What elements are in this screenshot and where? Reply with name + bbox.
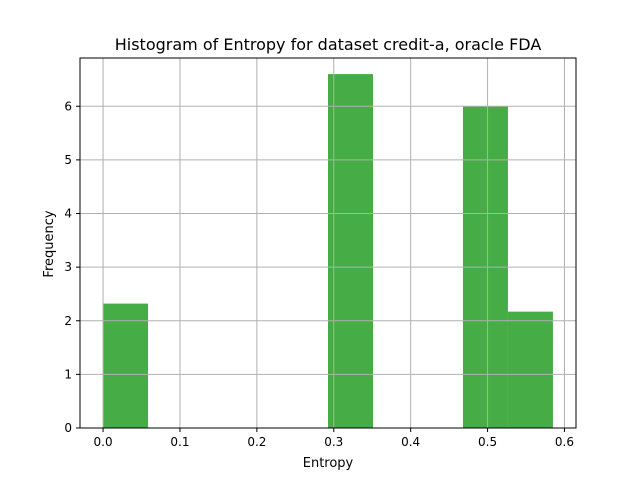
x-tick-label: 0.4	[401, 435, 420, 449]
y-axis-label: Frequency	[42, 210, 57, 277]
y-tick-label: 5	[64, 153, 72, 167]
y-tick-label: 1	[64, 367, 72, 381]
y-tick-label: 3	[64, 260, 72, 274]
y-tick-label: 2	[64, 314, 72, 328]
histogram-bar-0	[103, 303, 149, 428]
x-tick-label: 0.5	[478, 435, 497, 449]
x-tick-label: 0.6	[555, 435, 574, 449]
histogram-bar-9	[507, 311, 553, 428]
y-tick-label: 4	[64, 207, 72, 221]
x-tick-label: 0.0	[94, 435, 113, 449]
ticks-layer: 0.0 0.1 0.2 0.3 0.4 0.5 0.6 0 1 2 3 4 5 6	[64, 99, 574, 449]
histogram-bar-5	[328, 74, 373, 428]
chart-title: Histogram of Entropy for dataset credit-…	[115, 35, 542, 54]
y-tick-label: 0	[64, 421, 72, 435]
bars-layer	[103, 74, 553, 429]
x-tick-label: 0.1	[170, 435, 189, 449]
y-tick-label: 6	[64, 99, 72, 113]
x-tick-label: 0.2	[247, 435, 266, 449]
x-axis-label: Entropy	[303, 456, 354, 471]
x-tick-label: 0.3	[324, 435, 343, 449]
plot-frame	[79, 57, 577, 429]
